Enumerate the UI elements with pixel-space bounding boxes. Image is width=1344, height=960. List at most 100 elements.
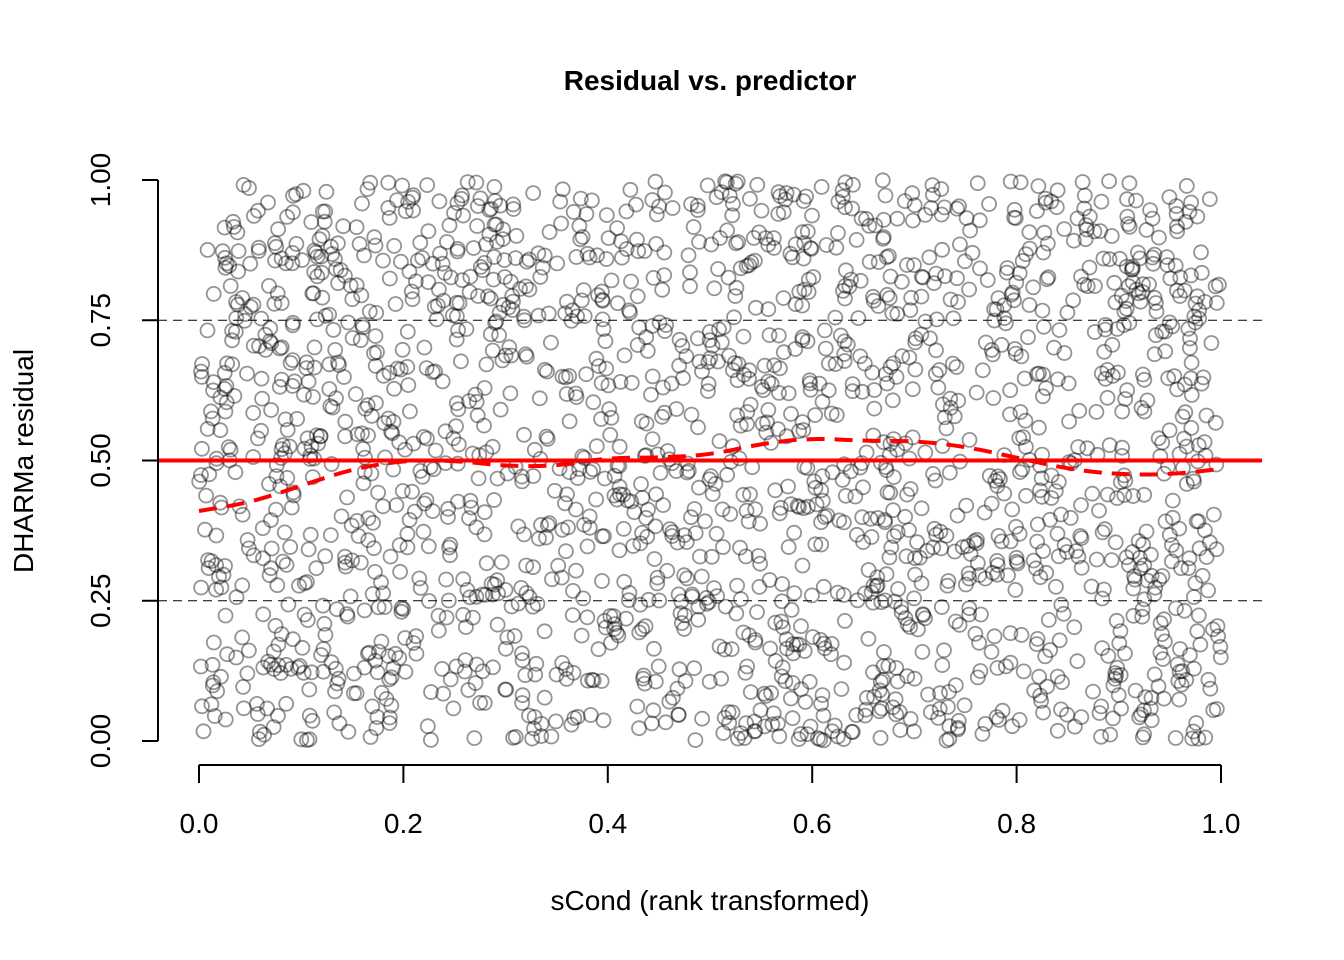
scatter-point — [388, 497, 405, 514]
scatter-point — [571, 217, 588, 234]
scatter-point — [412, 234, 429, 251]
scatter-point — [713, 184, 730, 201]
scatter-point — [629, 288, 646, 305]
scatter-point — [521, 589, 538, 605]
scatter-point — [1134, 284, 1151, 300]
scatter-point — [418, 360, 435, 377]
scatter-point — [738, 548, 754, 565]
scatter-point — [235, 700, 252, 717]
scatter-point — [1108, 667, 1124, 684]
scatter-point — [426, 298, 443, 315]
scatter-point — [843, 724, 860, 740]
scatter-point — [1197, 729, 1214, 746]
scatter-point — [735, 624, 752, 641]
scatter-point — [450, 401, 467, 418]
scatter-point — [901, 349, 918, 366]
scatter-point — [282, 355, 299, 371]
scatter-point — [1125, 607, 1142, 624]
scatter-point — [351, 236, 368, 252]
scatter-point — [923, 704, 939, 721]
scatter-point — [1107, 534, 1124, 551]
scatter-point — [823, 646, 839, 663]
scatter-point — [250, 731, 267, 747]
scatter-point — [807, 479, 824, 496]
scatter-point — [367, 357, 384, 374]
scatter-point — [861, 253, 878, 270]
scatter-point — [830, 193, 847, 210]
scatter-point — [636, 243, 653, 259]
scatter-point — [610, 627, 627, 644]
scatter-point — [613, 233, 629, 250]
scatter-point — [1176, 430, 1192, 447]
scatter-point — [457, 652, 474, 668]
scatter-point — [886, 528, 902, 544]
scatter-point — [1069, 653, 1086, 670]
scatter-point — [1189, 288, 1206, 305]
scatter-point — [754, 415, 771, 432]
scatter-point — [304, 469, 321, 486]
scatter-point — [737, 664, 754, 681]
scatter-point — [205, 374, 222, 391]
scatter-point — [484, 438, 501, 455]
scatter-point — [687, 525, 704, 541]
scatter-point — [381, 709, 398, 726]
scatter-point — [291, 658, 308, 674]
scatter-point — [961, 431, 978, 448]
scatter-point — [317, 627, 334, 643]
scatter-point — [349, 426, 366, 443]
scatter-point — [472, 694, 489, 711]
scatter-point — [1130, 533, 1147, 549]
scatter-point — [949, 270, 965, 287]
scatter-point — [1004, 501, 1021, 518]
scatter-point — [771, 384, 787, 401]
scatter-point — [228, 310, 245, 327]
scatter-point — [416, 339, 433, 356]
scatter-point — [1007, 210, 1024, 227]
scatter-point — [1136, 591, 1153, 608]
scatter-point — [821, 355, 837, 372]
scatter-point — [913, 288, 930, 305]
scatter-point — [261, 277, 277, 294]
scatter-point — [1208, 294, 1225, 311]
scatter-point — [1190, 730, 1207, 747]
scatter-point — [217, 558, 233, 574]
scatter-point — [1169, 223, 1186, 240]
scatter-point — [863, 529, 880, 545]
scatter-point — [793, 618, 809, 635]
scatter-point — [654, 408, 670, 425]
scatter-point — [1164, 318, 1181, 335]
scatter-point — [689, 197, 706, 214]
scatter-point — [800, 284, 817, 300]
scatter-point — [1054, 674, 1070, 691]
scatter-point — [671, 357, 688, 374]
scatter-point — [913, 575, 930, 592]
scatter-point — [1017, 412, 1034, 429]
scatter-point — [950, 294, 966, 310]
scatter-point — [448, 308, 465, 325]
scatter-point — [930, 379, 947, 396]
scatter-point — [440, 509, 456, 525]
scatter-point — [1006, 292, 1022, 309]
scatter-point — [461, 393, 478, 410]
scatter-point — [785, 636, 801, 653]
scatter-point — [765, 230, 782, 247]
scatter-point — [380, 648, 397, 664]
scatter-point — [518, 557, 535, 574]
scatter-point — [1009, 555, 1026, 572]
scatter-point — [739, 658, 755, 675]
scatter-point — [683, 406, 700, 423]
scatter-point — [487, 192, 503, 209]
scatter-point — [1031, 419, 1047, 436]
scatter-point — [808, 496, 825, 513]
scatter-point — [732, 260, 749, 277]
scatter-point — [1183, 267, 1199, 284]
scatter-point — [638, 415, 655, 432]
scatter-point — [802, 718, 819, 735]
scatter-point — [269, 707, 286, 724]
scatter-point — [889, 210, 906, 227]
scatter-point — [887, 691, 904, 708]
scatter-point — [298, 360, 315, 377]
scatter-point — [1176, 602, 1193, 619]
scatter-point — [294, 252, 311, 269]
scatter-point — [193, 579, 210, 596]
